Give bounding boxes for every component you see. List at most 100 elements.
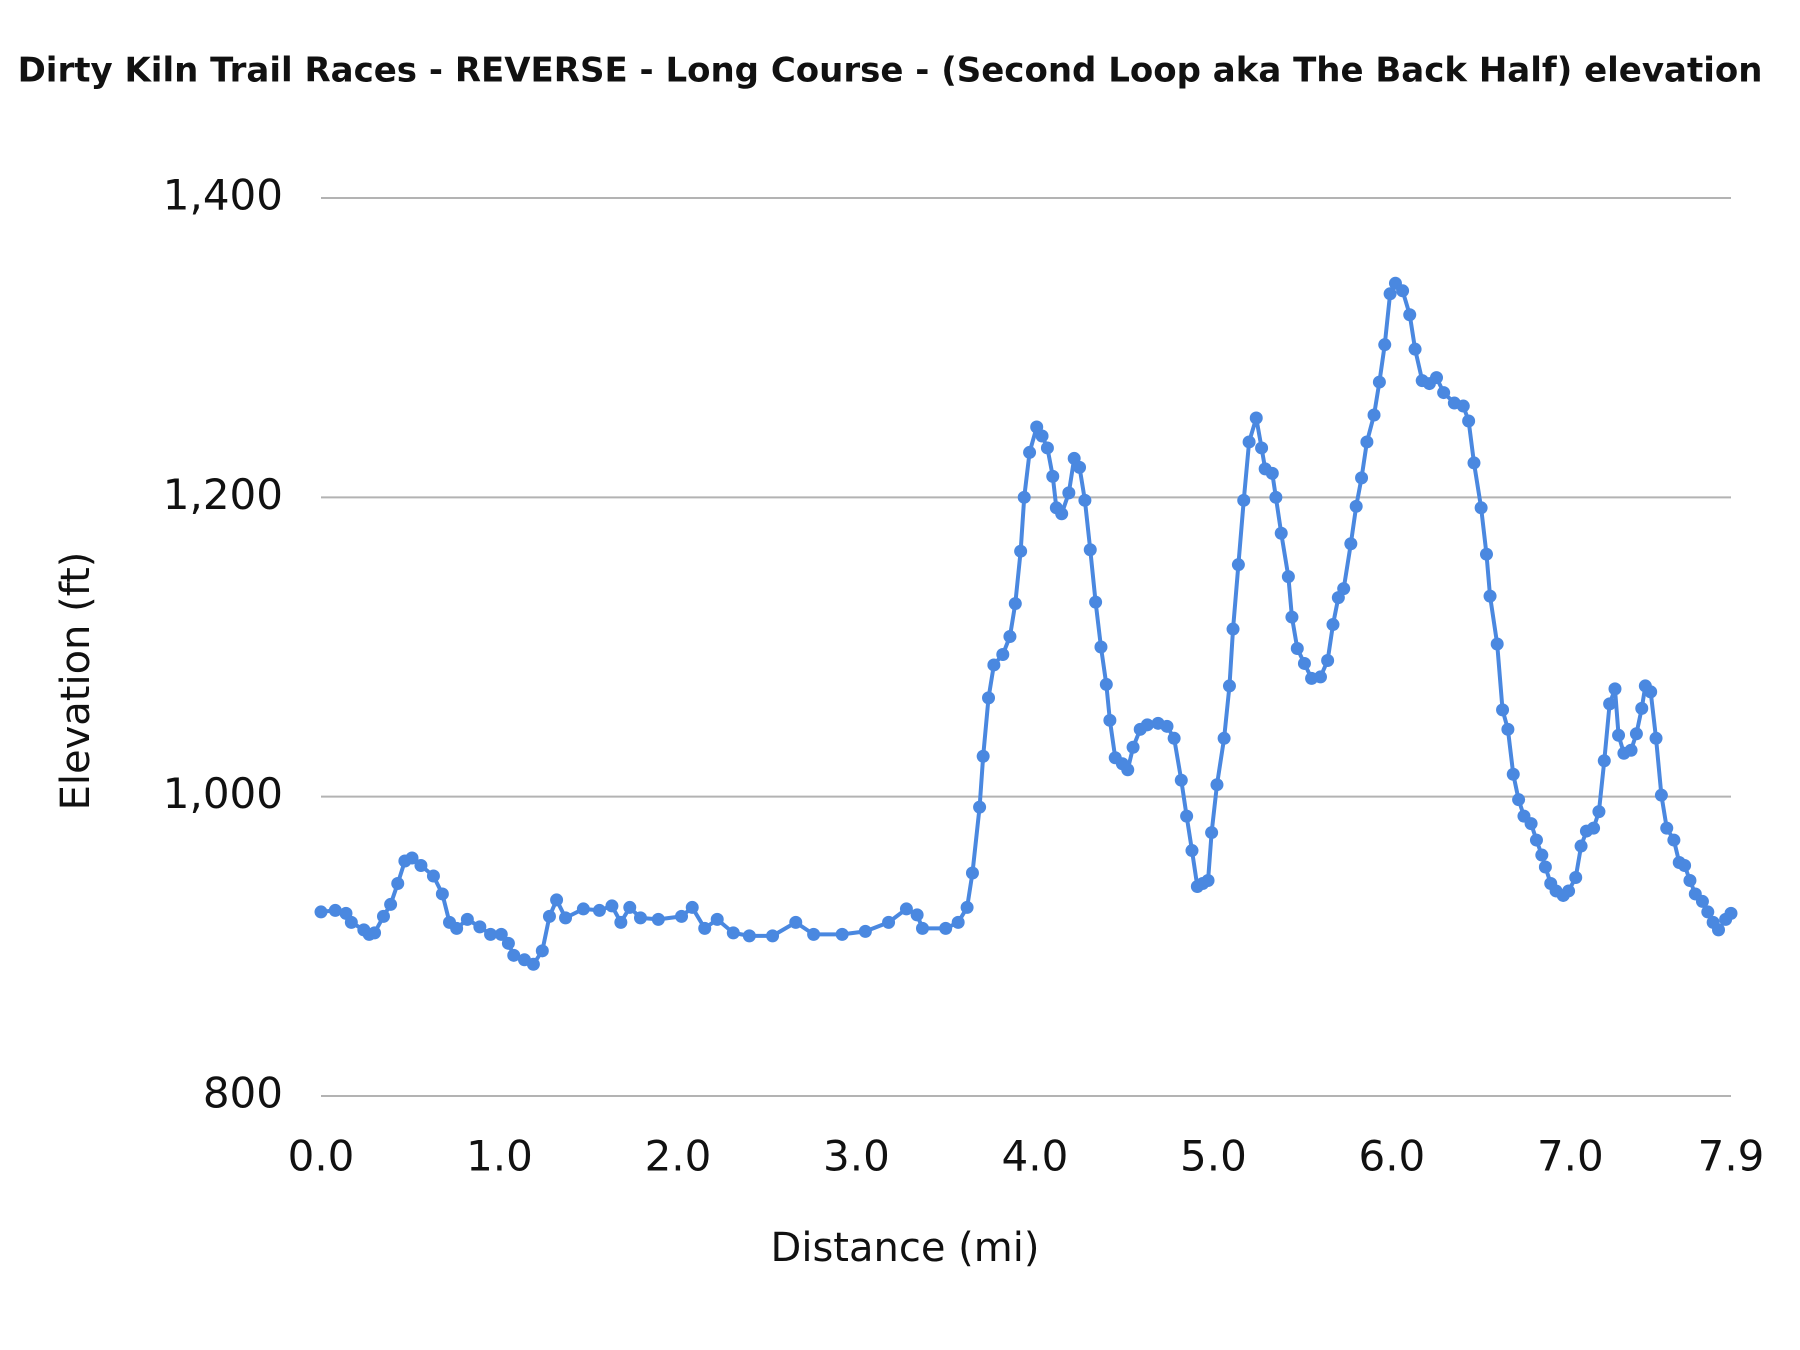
point <box>1285 610 1299 624</box>
point <box>882 915 896 929</box>
point <box>1635 701 1649 715</box>
x-tick-label: 4.0 <box>1002 1132 1069 1181</box>
point <box>1249 411 1263 425</box>
point <box>1103 713 1117 727</box>
x-tick-label: 6.0 <box>1358 1132 1425 1181</box>
point <box>1678 859 1692 873</box>
point <box>1654 788 1668 802</box>
x-tick-label: 7.9 <box>1698 1132 1765 1181</box>
point <box>951 915 965 929</box>
x-tick-label: 3.0 <box>823 1132 890 1181</box>
point <box>1237 493 1251 507</box>
point <box>960 900 974 914</box>
chart-title: Dirty Kiln Trail Races - REVERSE - Long … <box>18 51 1763 91</box>
point <box>550 893 564 907</box>
point <box>1023 445 1037 459</box>
point <box>1383 287 1397 301</box>
point <box>1160 719 1174 733</box>
point <box>1538 860 1552 874</box>
point <box>1355 471 1369 485</box>
point <box>1462 414 1476 428</box>
point <box>1140 718 1154 732</box>
point <box>473 920 487 934</box>
point <box>1712 923 1726 937</box>
point <box>559 911 573 925</box>
point <box>1349 499 1363 513</box>
point <box>982 691 996 705</box>
point <box>376 909 390 923</box>
point <box>535 944 549 958</box>
point <box>1695 894 1709 908</box>
x-tick-label: 1.0 <box>466 1132 533 1181</box>
point <box>1073 460 1087 474</box>
point <box>1360 435 1374 449</box>
point <box>1003 630 1017 644</box>
point <box>910 908 924 922</box>
point <box>1231 558 1245 572</box>
point <box>1701 905 1715 919</box>
point <box>1242 435 1256 449</box>
point <box>1612 728 1626 742</box>
point <box>384 897 398 911</box>
point <box>1126 740 1140 754</box>
point <box>1344 537 1358 551</box>
point <box>460 912 474 926</box>
point <box>1185 844 1199 858</box>
point <box>1437 386 1451 400</box>
point <box>1017 490 1031 504</box>
point <box>450 921 464 935</box>
y-tick-label: 800 <box>203 1069 283 1118</box>
point <box>1403 308 1417 322</box>
point <box>1524 817 1538 831</box>
point <box>1174 773 1188 787</box>
point <box>1297 656 1311 670</box>
point <box>1587 821 1601 835</box>
point <box>494 927 508 941</box>
point <box>1281 570 1295 584</box>
point <box>1649 731 1663 745</box>
point <box>1467 456 1481 470</box>
y-axis-title: Elevation (ft) <box>53 552 99 811</box>
point <box>1597 754 1611 768</box>
point <box>1474 501 1488 515</box>
point <box>1456 399 1470 413</box>
point <box>766 929 780 943</box>
point <box>526 957 540 971</box>
point <box>1222 679 1236 693</box>
point <box>1529 833 1543 847</box>
point <box>1629 727 1643 741</box>
point <box>1265 466 1279 480</box>
point <box>1180 809 1194 823</box>
point <box>1574 839 1588 853</box>
point <box>414 859 428 873</box>
point <box>1512 793 1526 807</box>
point <box>1035 429 1049 443</box>
point <box>328 903 342 917</box>
point <box>1326 618 1340 632</box>
point <box>1501 722 1515 736</box>
point <box>1321 653 1335 667</box>
point <box>507 948 521 962</box>
point <box>1121 763 1135 777</box>
point <box>710 912 724 926</box>
point <box>1592 805 1606 819</box>
point <box>1667 833 1681 847</box>
point <box>1562 884 1576 898</box>
point <box>1210 778 1224 792</box>
point <box>1603 697 1617 711</box>
point <box>973 800 987 814</box>
point <box>1479 547 1493 561</box>
y-tick-label: 1,200 <box>163 470 283 519</box>
point <box>899 902 913 916</box>
point <box>633 911 647 925</box>
x-axis-title: Distance (mi) <box>771 1225 1040 1271</box>
point <box>314 905 328 919</box>
point <box>344 915 358 929</box>
point <box>1083 543 1097 557</box>
point <box>605 899 619 913</box>
point <box>1506 767 1520 781</box>
point <box>1205 826 1219 840</box>
point <box>915 921 929 935</box>
